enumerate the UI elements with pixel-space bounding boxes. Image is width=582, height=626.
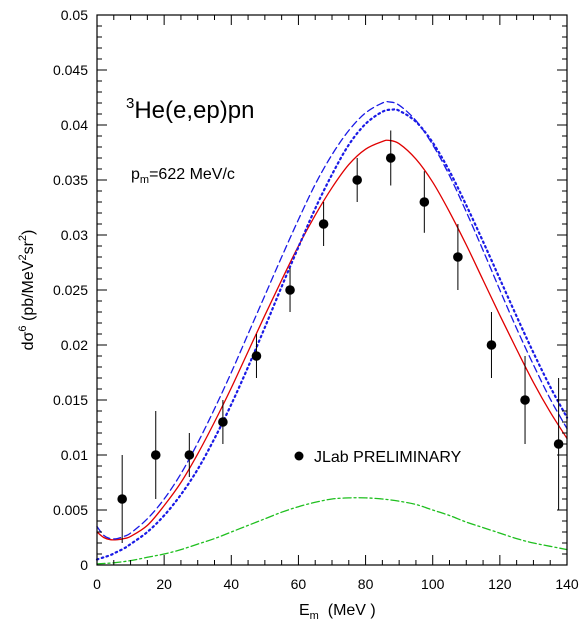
y-tick-label: 0.005 — [53, 502, 88, 518]
y-tick-label: 0.015 — [53, 392, 88, 408]
data-point — [285, 285, 295, 295]
data-point — [385, 153, 396, 163]
reaction-text: He(e,ep)pn — [134, 97, 254, 124]
y-axis-title-part-5: 2 — [17, 235, 29, 241]
curve-dotted — [95, 108, 569, 561]
y-tick-label: 0 — [80, 557, 88, 573]
y-axis-title: dσ6 (pb/MeV2sr2) — [17, 230, 37, 351]
y-axis-title-part-0: dσ — [20, 331, 37, 350]
data-point — [218, 417, 228, 427]
x-tick-label: 20 — [156, 576, 172, 592]
model-curves — [95, 100, 569, 565]
y-tick-label: 0.05 — [61, 7, 88, 23]
y-tick-label: 0.04 — [61, 117, 88, 133]
curve-dashed — [96, 100, 568, 540]
data-point — [486, 340, 497, 350]
x-axis-title: Em (MeV ) — [299, 602, 376, 622]
x-axis-title-subscript: m — [310, 610, 319, 622]
reaction-superscript: 3 — [126, 95, 134, 112]
momentum-base: p — [131, 166, 140, 183]
data-point — [318, 219, 329, 229]
x-tick-label: 0 — [93, 576, 101, 592]
y-tick-label: 0.035 — [53, 172, 88, 188]
x-axis-title-rest: (MeV ) — [319, 602, 376, 619]
annotation-reaction: 3He(e,ep)pn — [126, 95, 254, 124]
momentum-value: =622 MeV/c — [149, 166, 235, 183]
x-tick-labels: 0 20 40 60 80 100 120 140 — [93, 576, 579, 592]
y-axis-title-part-6: ) — [20, 230, 37, 235]
y-axis-title-part-2: (pb/MeV — [20, 260, 37, 325]
y-tick-label: 0.01 — [61, 447, 88, 463]
data-points — [117, 130, 564, 543]
x-axis-title-base: E — [299, 602, 310, 619]
curve-dashdot — [96, 497, 568, 565]
y-tick-labels: 0 0.005 0.01 0.015 0.02 0.025 0.03 0.035 0.04 0.0… — [53, 7, 88, 573]
y-axis-title-part-4: sr — [20, 240, 37, 254]
y-tick-label: 0.045 — [53, 62, 88, 78]
data-point — [520, 395, 530, 405]
legend-marker — [294, 451, 304, 461]
data-point — [251, 351, 262, 361]
y-axis-title-part-1: 6 — [17, 325, 29, 331]
data-point — [150, 450, 161, 460]
data-point — [453, 252, 463, 262]
data-point — [553, 439, 564, 449]
data-point — [419, 197, 430, 207]
momentum-subscript: m — [140, 174, 149, 186]
curve-solid — [96, 139, 568, 541]
x-tick-label: 100 — [421, 576, 445, 592]
plot-frame — [96, 14, 568, 566]
x-tick-label: 60 — [291, 576, 307, 592]
y-tick-label: 0.025 — [53, 282, 88, 298]
y-tick-label: 0.02 — [61, 337, 88, 353]
y-tick-label: 0.03 — [61, 227, 88, 243]
x-tick-label: 80 — [358, 576, 374, 592]
y-axis-title-part-3: 2 — [17, 254, 29, 260]
legend-label: JLab PRELIMINARY — [314, 449, 462, 466]
annotation-momentum: pm=622 MeV/c — [131, 166, 235, 186]
x-tick-label: 40 — [223, 576, 239, 592]
data-point — [117, 494, 127, 504]
x-tick-label: 120 — [488, 576, 512, 592]
data-point — [184, 450, 195, 460]
x-tick-label: 140 — [555, 576, 579, 592]
data-point — [352, 175, 362, 185]
